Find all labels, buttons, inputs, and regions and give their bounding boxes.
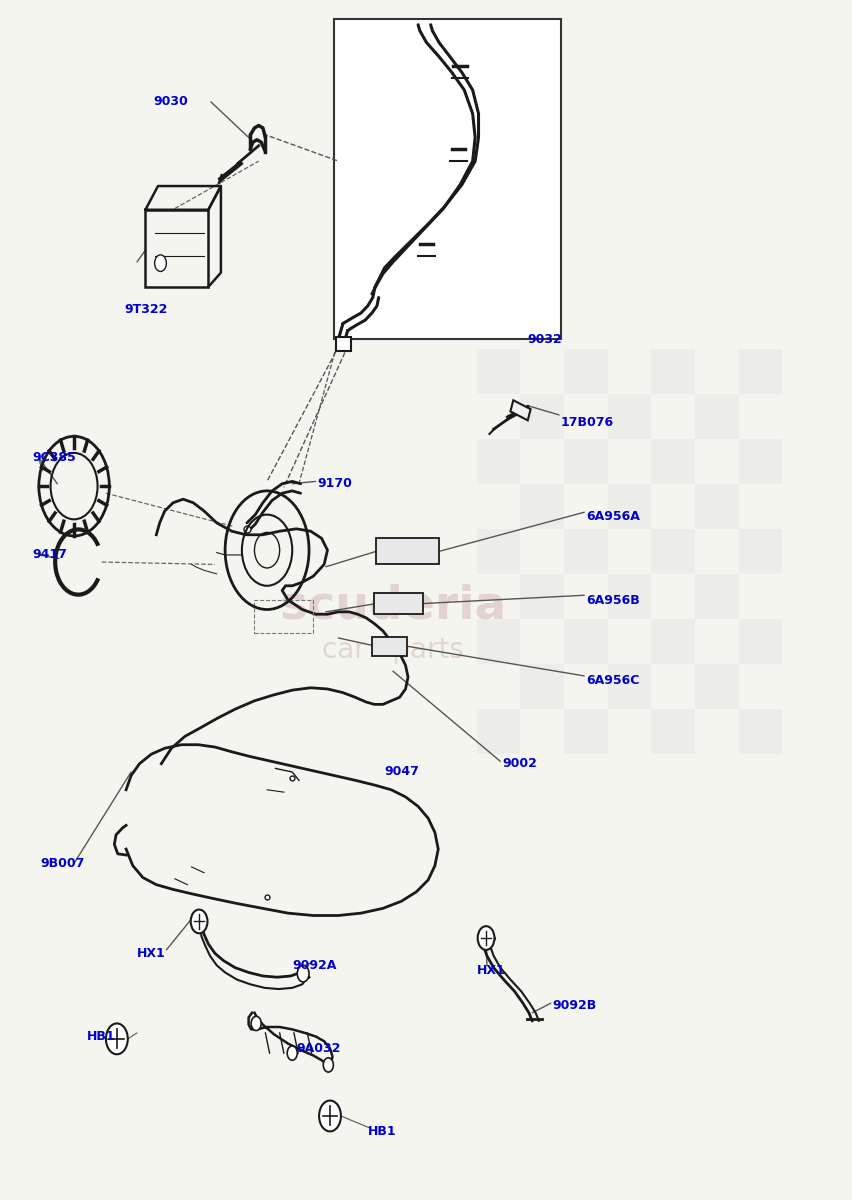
Text: HX1: HX1 — [137, 947, 165, 960]
Text: car   parts: car parts — [321, 636, 463, 664]
Circle shape — [477, 926, 494, 950]
Bar — [607, 484, 651, 529]
Bar — [520, 484, 563, 529]
Bar — [563, 709, 607, 754]
Text: 9A032: 9A032 — [296, 1042, 341, 1055]
Text: 9092B: 9092B — [552, 1000, 596, 1012]
Text: HX1: HX1 — [476, 964, 505, 977]
Bar — [563, 348, 607, 394]
Bar — [374, 593, 423, 614]
Text: 9030: 9030 — [153, 95, 188, 108]
Bar — [651, 348, 694, 394]
Bar — [563, 619, 607, 664]
Bar — [651, 619, 694, 664]
Text: 9417: 9417 — [32, 548, 67, 562]
Bar — [476, 439, 520, 484]
Bar — [738, 709, 781, 754]
Text: HB1: HB1 — [87, 1030, 115, 1043]
Bar — [476, 348, 520, 394]
Circle shape — [319, 1100, 341, 1132]
Bar — [476, 529, 520, 574]
Bar — [651, 709, 694, 754]
Circle shape — [191, 910, 207, 934]
Text: HB1: HB1 — [367, 1124, 396, 1138]
Bar — [336, 337, 350, 350]
Bar — [694, 484, 738, 529]
Text: 17B076: 17B076 — [560, 415, 613, 428]
Text: 9T322: 9T322 — [124, 302, 168, 316]
Circle shape — [323, 1058, 333, 1072]
Bar — [607, 664, 651, 709]
Bar — [694, 394, 738, 439]
Bar — [651, 439, 694, 484]
Bar — [694, 664, 738, 709]
Text: 9002: 9002 — [502, 757, 536, 770]
Bar — [145, 210, 208, 287]
Bar — [371, 637, 406, 655]
Bar — [509, 401, 530, 420]
Bar — [738, 529, 781, 574]
Bar — [563, 529, 607, 574]
Bar — [738, 439, 781, 484]
Text: 6A956A: 6A956A — [585, 510, 639, 523]
Circle shape — [106, 1024, 128, 1055]
Bar — [376, 539, 439, 564]
Bar — [563, 439, 607, 484]
Text: 9032: 9032 — [527, 332, 561, 346]
Bar — [520, 664, 563, 709]
Bar — [651, 529, 694, 574]
Bar — [476, 619, 520, 664]
Text: 6A956C: 6A956C — [585, 674, 638, 688]
Circle shape — [297, 965, 308, 982]
Text: 9B007: 9B007 — [40, 857, 85, 870]
Circle shape — [193, 913, 204, 930]
Text: scuderia: scuderia — [279, 583, 506, 629]
Text: 9092A: 9092A — [292, 959, 337, 972]
Text: 9170: 9170 — [317, 478, 352, 491]
Bar — [607, 574, 651, 619]
Bar — [738, 348, 781, 394]
Bar — [738, 619, 781, 664]
Bar — [520, 574, 563, 619]
Text: 9C385: 9C385 — [32, 451, 76, 464]
Bar — [607, 394, 651, 439]
Circle shape — [250, 1016, 261, 1031]
Bar — [520, 394, 563, 439]
Bar — [334, 19, 560, 340]
Bar — [476, 709, 520, 754]
Circle shape — [287, 1046, 297, 1061]
Text: 9047: 9047 — [384, 766, 419, 779]
Circle shape — [154, 254, 166, 271]
Bar — [694, 574, 738, 619]
Text: 6A956B: 6A956B — [585, 594, 639, 606]
